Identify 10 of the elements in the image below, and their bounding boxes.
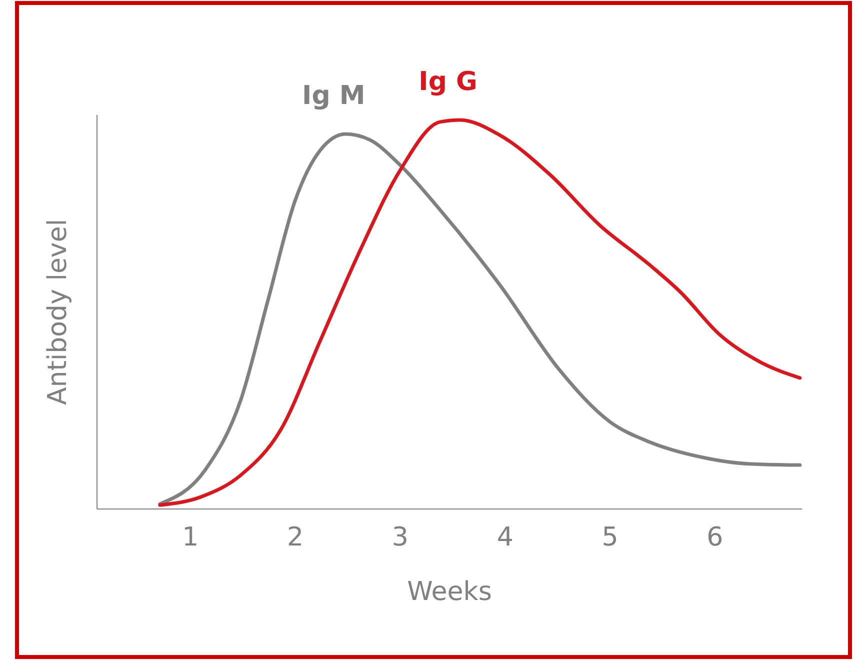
x-tick-label: 3 bbox=[392, 522, 408, 552]
x-tick-label: 6 bbox=[706, 522, 724, 552]
series-label: Ig M bbox=[302, 81, 366, 112]
x-tick-label: 2 bbox=[287, 522, 304, 552]
x-tick-label: 1 bbox=[182, 522, 199, 552]
y-axis-title: Antibody level bbox=[43, 218, 73, 406]
series-label: Ig G bbox=[418, 67, 478, 97]
x-tick-label: 5 bbox=[602, 522, 618, 552]
x-axis-title: Weeks bbox=[407, 577, 492, 607]
x-tick-label: 4 bbox=[496, 522, 514, 552]
